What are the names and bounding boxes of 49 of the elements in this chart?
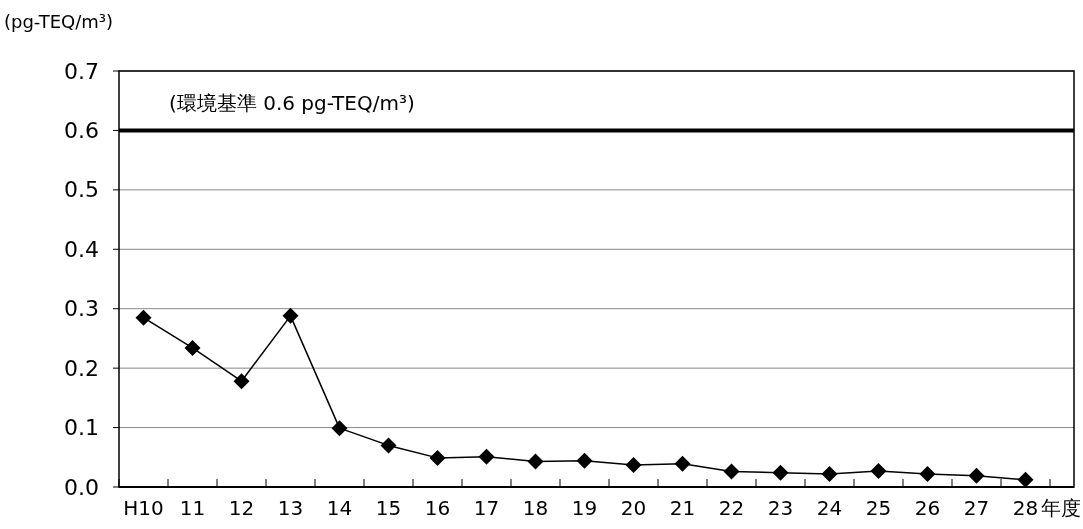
point	[772, 464, 789, 481]
x-tick-label: 11	[179, 496, 206, 520]
y-tick-label: 0.2	[64, 355, 99, 381]
x-tick-label: 28	[1012, 496, 1039, 520]
x-tick-label: 17	[473, 496, 500, 520]
x-tick-label: 12	[228, 496, 255, 520]
x-tick-label: 26	[914, 496, 941, 520]
x-tick-label: 16	[424, 496, 451, 520]
y-tick-label: 0.1	[64, 415, 99, 441]
x-tick-label: 14	[326, 496, 353, 520]
point	[527, 453, 544, 470]
point	[723, 463, 740, 480]
point	[968, 467, 985, 484]
point	[135, 309, 152, 326]
x-tick-label: 18	[522, 496, 549, 520]
point	[233, 373, 250, 390]
point	[184, 339, 201, 356]
point	[429, 449, 446, 466]
y-tick-label: 0.0	[64, 474, 99, 500]
x-tick-label: 27	[963, 496, 990, 520]
point	[380, 437, 397, 454]
y-tick-label: 0.7	[64, 58, 99, 84]
y-axis-title: (pg-TEQ/m³)	[4, 11, 114, 32]
point	[282, 307, 299, 324]
point	[331, 420, 348, 437]
point	[919, 465, 936, 482]
x-tick-label: 13	[277, 496, 304, 520]
point	[870, 462, 887, 479]
y-tick-label: 0.4	[64, 236, 99, 262]
y-tick-label: 0.6	[64, 117, 99, 143]
x-tick-label: H10	[123, 496, 164, 520]
x-tick-label: 22	[718, 496, 745, 520]
x-tick-label: 20	[620, 496, 647, 520]
point	[821, 465, 838, 482]
point	[1017, 471, 1034, 488]
point	[576, 452, 593, 469]
point	[478, 448, 495, 465]
point	[674, 455, 691, 472]
y-tick-label: 0.3	[64, 296, 99, 322]
x-axis-title: 年度	[1041, 496, 1081, 520]
point	[625, 457, 642, 474]
x-tick-label: 23	[767, 496, 794, 520]
x-tick-label: 21	[669, 496, 696, 520]
x-tick-label: 19	[571, 496, 598, 520]
ref-line-label: (環境基準 0.6 pg-TEQ/m³)	[169, 91, 415, 116]
x-tick-label: 25	[865, 496, 892, 520]
x-tick-label: 15	[375, 496, 402, 520]
x-tick-label: 24	[816, 496, 843, 520]
y-tick-label: 0.5	[64, 177, 99, 203]
